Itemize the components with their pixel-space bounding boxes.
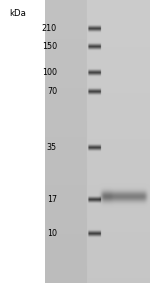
Text: 35: 35	[47, 143, 57, 152]
Text: 70: 70	[47, 87, 57, 97]
Text: 17: 17	[47, 195, 57, 204]
Text: kDa: kDa	[9, 9, 26, 18]
Text: 100: 100	[42, 68, 57, 77]
Text: 210: 210	[42, 24, 57, 33]
Text: 10: 10	[47, 229, 57, 238]
Text: 150: 150	[42, 42, 57, 51]
